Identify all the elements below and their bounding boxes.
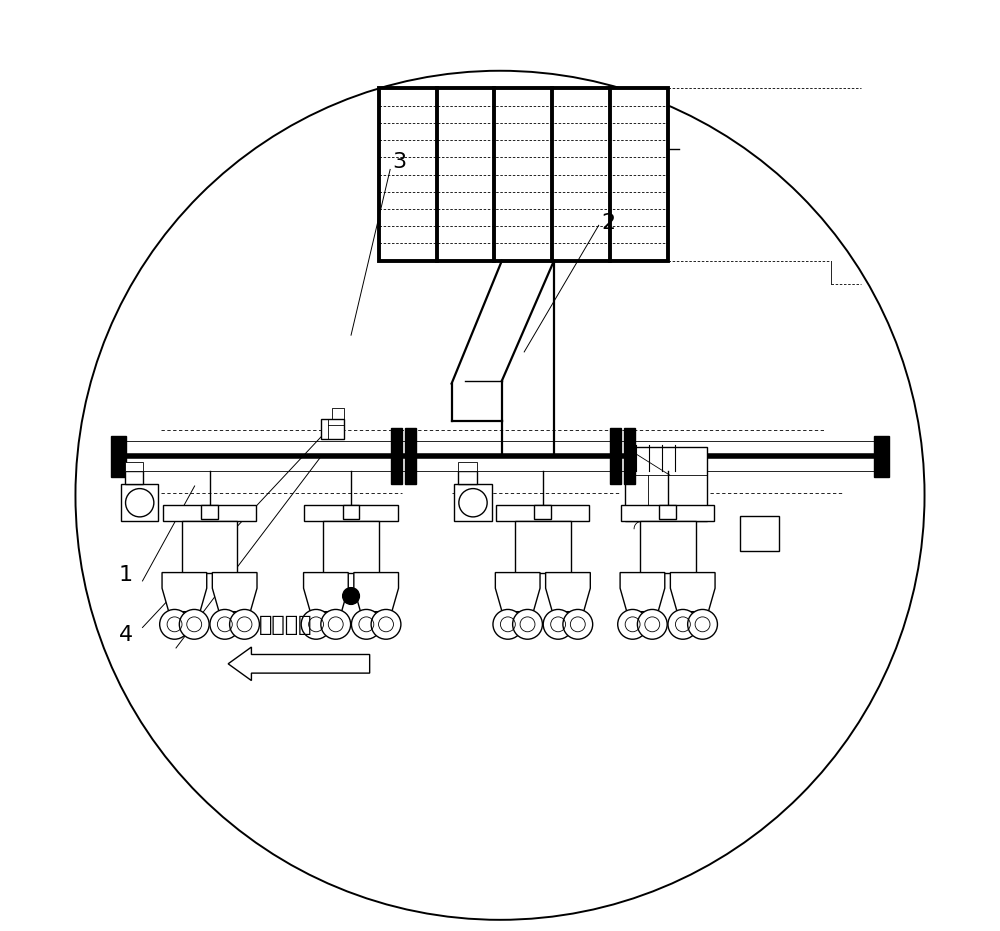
Polygon shape <box>304 573 348 612</box>
Circle shape <box>688 610 717 640</box>
Bar <box>111 436 126 477</box>
Bar <box>125 471 143 484</box>
Text: 4: 4 <box>119 625 133 645</box>
Circle shape <box>371 610 401 640</box>
Bar <box>304 505 398 521</box>
Bar <box>640 521 696 573</box>
Text: 3: 3 <box>392 152 407 172</box>
Bar <box>125 462 143 471</box>
Polygon shape <box>228 647 370 681</box>
Circle shape <box>301 610 331 640</box>
Polygon shape <box>670 573 715 612</box>
Bar <box>323 521 379 573</box>
Polygon shape <box>212 573 257 612</box>
Bar <box>659 505 676 519</box>
Bar <box>624 428 635 484</box>
Circle shape <box>160 610 189 640</box>
Bar <box>496 505 589 521</box>
Circle shape <box>343 587 359 604</box>
Bar <box>458 462 477 471</box>
Bar <box>405 428 416 484</box>
Bar <box>379 88 668 261</box>
Circle shape <box>637 610 667 640</box>
Circle shape <box>543 610 573 640</box>
Bar <box>343 505 359 519</box>
Bar <box>163 505 256 521</box>
Circle shape <box>210 610 240 640</box>
Polygon shape <box>546 573 590 612</box>
Circle shape <box>668 610 698 640</box>
Bar <box>625 447 707 521</box>
Text: 1: 1 <box>119 565 133 586</box>
Text: 前进方向: 前进方向 <box>259 615 313 635</box>
Circle shape <box>179 610 209 640</box>
Circle shape <box>351 610 381 640</box>
Polygon shape <box>354 573 399 612</box>
Bar <box>874 436 889 477</box>
Polygon shape <box>620 573 665 612</box>
Bar <box>321 419 344 439</box>
Circle shape <box>513 610 542 640</box>
Bar <box>534 505 551 519</box>
Bar <box>740 516 779 551</box>
Circle shape <box>230 610 259 640</box>
Bar <box>201 505 218 519</box>
Text: 2: 2 <box>601 213 615 234</box>
Bar <box>182 521 237 573</box>
Bar <box>121 484 158 521</box>
Bar <box>621 505 714 521</box>
Polygon shape <box>495 573 540 612</box>
Bar <box>458 471 477 484</box>
Circle shape <box>618 610 648 640</box>
Circle shape <box>321 610 351 640</box>
Circle shape <box>563 610 593 640</box>
Bar <box>515 521 571 573</box>
Bar <box>454 484 492 521</box>
Bar <box>391 428 402 484</box>
Circle shape <box>493 610 523 640</box>
Bar <box>610 428 621 484</box>
Polygon shape <box>162 573 207 612</box>
